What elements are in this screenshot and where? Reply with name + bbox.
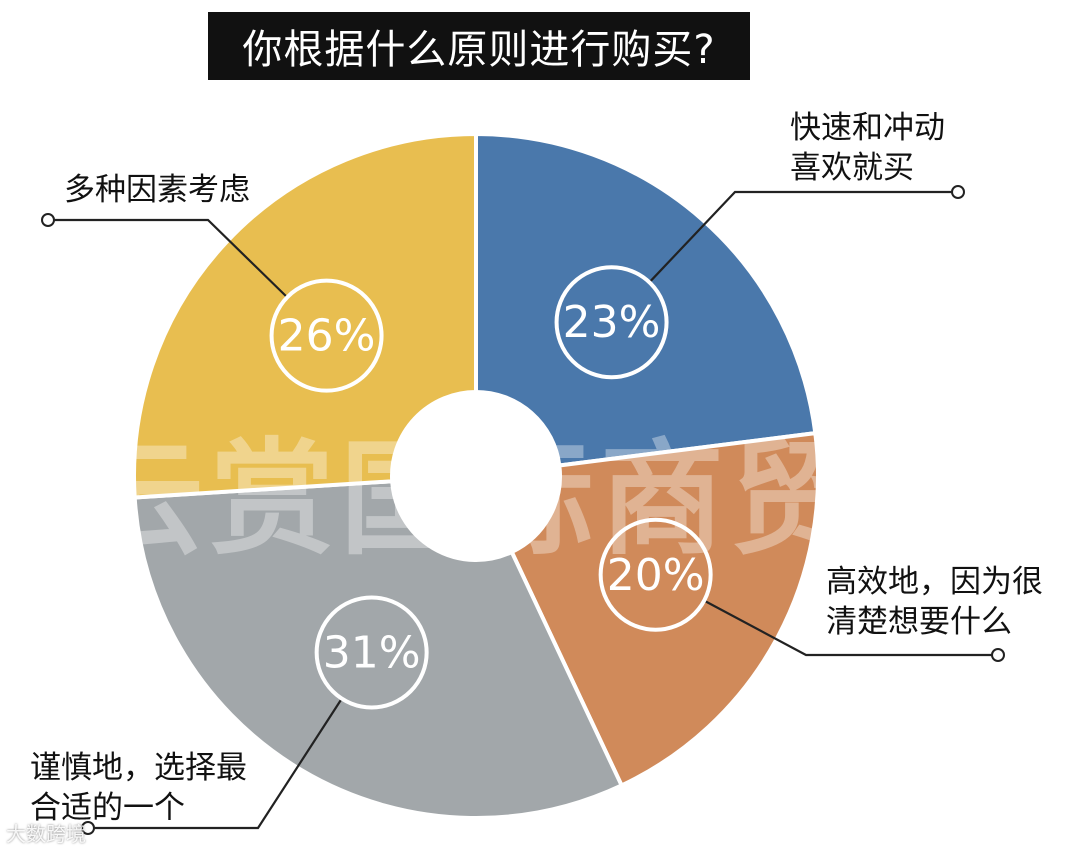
leader-line-multi-factor	[48, 218, 288, 299]
percent-ring-multi-factor	[269, 278, 384, 393]
leader-line-careful	[88, 698, 343, 830]
percent-ring-efficient	[598, 517, 713, 632]
percent-ring-careful	[314, 595, 429, 710]
leader-dot-multi-factor	[41, 213, 55, 227]
slice-multi-factor	[132, 131, 478, 500]
slice-careful	[132, 479, 625, 820]
slice-efficient	[509, 430, 820, 789]
slice-impulse	[474, 131, 818, 468]
slice-label-multi-factor: 多种因素考虑	[64, 172, 250, 208]
leader-line-efficient	[703, 599, 998, 657]
leader-dot-impulse	[951, 185, 965, 199]
slice-label-efficient: 高效地，因为很 清楚想要什么	[826, 564, 1043, 640]
chart-title: 你根据什么原则进行购买?	[208, 12, 750, 80]
corner-watermark: 大数跨境	[6, 822, 86, 846]
leader-dot-careful	[81, 821, 95, 835]
percent-label-careful: 31%	[323, 627, 421, 678]
percent-label-efficient: 20%	[607, 550, 705, 601]
percent-label-impulse: 23%	[563, 297, 661, 348]
percent-label-multi-factor: 26%	[278, 311, 376, 362]
leader-line-impulse	[648, 190, 958, 284]
slice-label-careful: 谨慎地，选择最 合适的一个	[30, 750, 247, 826]
leader-dot-efficient	[991, 648, 1005, 662]
slice-label-impulse: 快速和冲动 喜欢就买	[790, 110, 945, 186]
percent-ring-impulse	[554, 265, 669, 380]
watermark-text: 云赏国际商贸	[80, 428, 861, 572]
